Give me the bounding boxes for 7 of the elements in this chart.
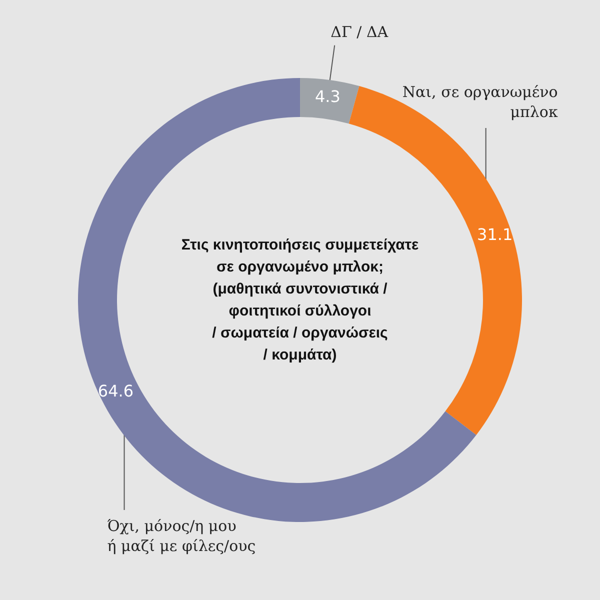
data-label: 31.1 <box>477 225 513 244</box>
data-label: 64.6 <box>98 381 134 400</box>
slice-label: Ναι, σε οργανωμένο μπλοκ <box>402 83 558 121</box>
slice-label: Όχι, μόνος/η μου ή μαζί με φίλες/ους <box>107 517 256 555</box>
data-label: 4.3 <box>314 86 340 106</box>
slice-label: ΔΓ / ΔΑ <box>330 22 388 41</box>
text: Στις κινητοποιήσεις συμμετείχατε σε οργανωμένο μπλοκ; (μαθητικά συντονιστικά / φοιτητικοί σύλλογοι / σωματεία / οργανώσεις / κομμάτα) <box>181 236 419 364</box>
